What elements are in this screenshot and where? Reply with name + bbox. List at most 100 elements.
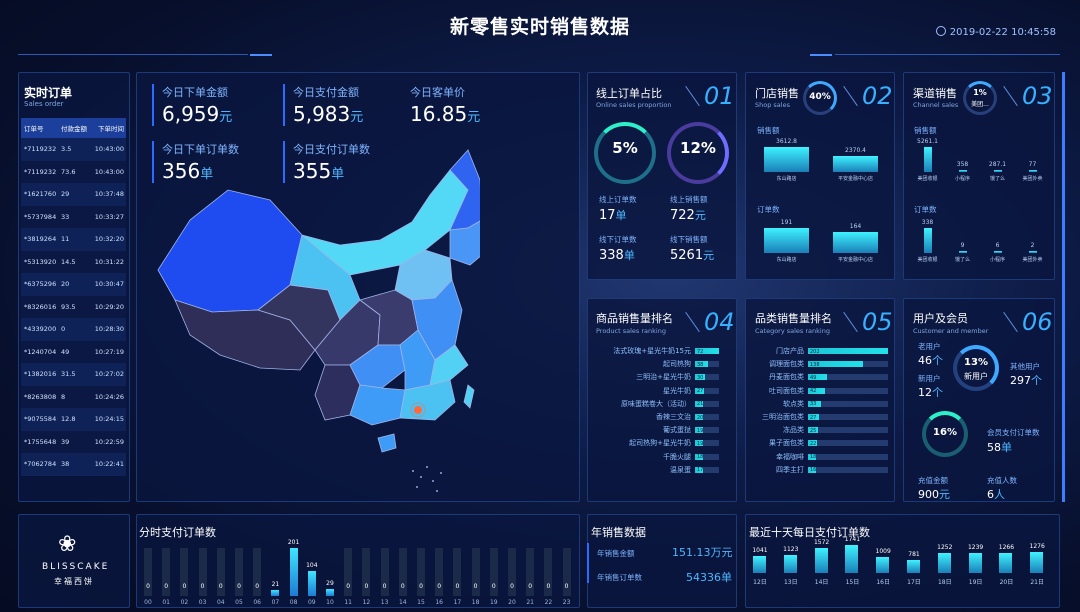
datetime-text: 2019-02-22 10:45:58 [949,27,1056,38]
orders-panel [18,72,130,502]
rank-label: 门店产品 [776,347,804,355]
order-amount: 49 [61,347,70,356]
annual-panel [587,514,737,608]
category-rank-number: 05 [862,308,893,336]
order-amount: 11 [61,235,70,244]
scrollbar-thumb[interactable] [1062,72,1065,502]
annual-accent [587,543,589,583]
bar-category-label: 东山路店 [776,176,797,182]
table-row[interactable]: *8263808 8 10:24:26 [21,385,126,408]
member-title: 用户及会员 [913,312,968,325]
bar-category-label: 美团收银 [917,257,938,263]
hour-bar [198,548,207,596]
map-region-fujian[interactable] [429,344,469,386]
day-axis-label: 14日 [814,579,829,586]
rank-value: 19 [697,440,704,447]
rank-value: 202 [810,348,820,355]
rank-bar [808,453,816,460]
order-amount: 14.5 [61,257,76,266]
bar-value-label: 358 [956,161,969,168]
hour-value-label: 0 [473,583,478,590]
table-row[interactable]: *1621760 29 10:37:48 [21,183,126,206]
kpi-number: 6,959 [162,102,220,126]
online-title: 线上订单占比 [596,87,662,100]
table-row[interactable]: *1755648 39 10:22:59 [21,430,126,453]
kpi-pay-amount: 今日支付金额 5,983元 [283,84,363,126]
bar [764,228,809,253]
page-title: 新零售实时销售数据 [449,16,630,38]
offline-sales-label: 线下销售额 [670,235,708,244]
order-id: *1382016 [24,370,57,379]
rank-bar-track [808,440,888,447]
hour-axis-label: 01 [162,599,170,606]
table-row[interactable]: *4339200 0 10:28:30 [21,318,126,341]
scrollbar-track[interactable] [1062,72,1065,502]
bar [764,147,809,172]
rank-bar-track [695,414,719,420]
map-region-xizang[interactable] [174,299,316,371]
hour-axis-label: 23 [562,599,571,606]
kpi-label: 今日下单金额 [162,86,228,99]
hour-axis-label: 15 [417,599,425,606]
hour-axis-label: 12 [362,599,371,606]
hour-axis-label: 10 [326,599,334,606]
table-row[interactable]: *9075584 12.8 10:24:15 [21,408,126,431]
category-rank-title: 品类销售量排名 [755,312,832,325]
table-row[interactable]: *8326016 93.5 10:29:20 [21,295,126,318]
table-row[interactable]: *5313920 14.5 10:31:22 [21,250,126,273]
map-region-taiwan[interactable] [463,384,475,409]
table-row[interactable]: *3819264 11 10:32:20 [21,228,126,251]
online-ring-orders-label: 5% [612,139,638,157]
table-row[interactable]: *7119232 3.5 10:43:00 [21,138,126,161]
member-pay-ring [922,411,968,457]
kpi-label: 今日支付订单数 [293,143,370,156]
brand-logo-icon: ❀ [58,532,77,557]
member-ring [953,345,999,391]
kpi-unit: 单 [200,167,214,182]
hour-bar [435,548,444,596]
order-id: *7119232 [24,167,57,176]
kpi-value: 5,983元 [293,102,363,126]
hour-axis-label: 19 [489,599,498,606]
table-row[interactable]: *5737984 33 10:33:27 [21,205,126,228]
orders-table-header: 订单号 付款金额 下单时间 [21,118,126,138]
order-time: 10:22:41 [94,460,124,469]
bar-category-label: 美团外卖 [1022,176,1043,182]
table-row[interactable]: *6375296 20 10:30:47 [21,273,126,296]
member-ring-sub: 新用户 [964,372,988,381]
hour-axis-label: 20 [508,599,516,606]
table-row[interactable]: *7119232 73.6 10:43:00 [21,160,126,183]
order-amount: 33 [61,212,70,221]
hour-value-label: 0 [400,583,405,590]
map-marker-shenzhen[interactable] [414,406,422,414]
rank-value: 17 [697,467,704,474]
rank-bar [808,414,819,420]
day-axis-label: 16日 [876,579,890,586]
map-region-hainan[interactable] [377,433,397,453]
shop-number: 02 [862,82,893,110]
rank-bar [808,440,817,447]
kpi-order-count: 今日下单订单数 356单 [152,141,239,183]
china-map[interactable] [150,140,480,500]
hour-bar [544,548,553,596]
rank-bar [695,400,703,407]
bar-value-label: 191 [780,219,793,226]
bar-value-label: 287.1 [988,161,1007,168]
channel-orders-label: 订单数 [914,205,937,214]
member-old-value: 46个 [918,352,943,368]
table-row[interactable]: *1382016 31.5 10:27:02 [21,363,126,386]
map-region-guangxi[interactable] [349,384,406,426]
hour-value-label: 29 [326,580,334,588]
table-row[interactable]: *7062784 38 10:22:41 [21,453,126,476]
rank-bar-track [808,374,888,381]
rank-label: 调理面包类 [769,360,804,369]
table-row[interactable]: *1240704 49 10:27:19 [21,340,126,363]
rank-label: 丹麦面包类 [769,373,804,382]
bar-category-label: 美团外卖 [1022,257,1043,263]
kpi-label: 今日下单订单数 [162,143,239,156]
hour-value-label: 0 [437,583,442,590]
rank-label: 星光牛奶 [663,386,691,395]
hour-axis-label: 08 [289,599,298,606]
hour-bar [398,548,407,596]
hour-value-label: 0 [200,583,205,590]
